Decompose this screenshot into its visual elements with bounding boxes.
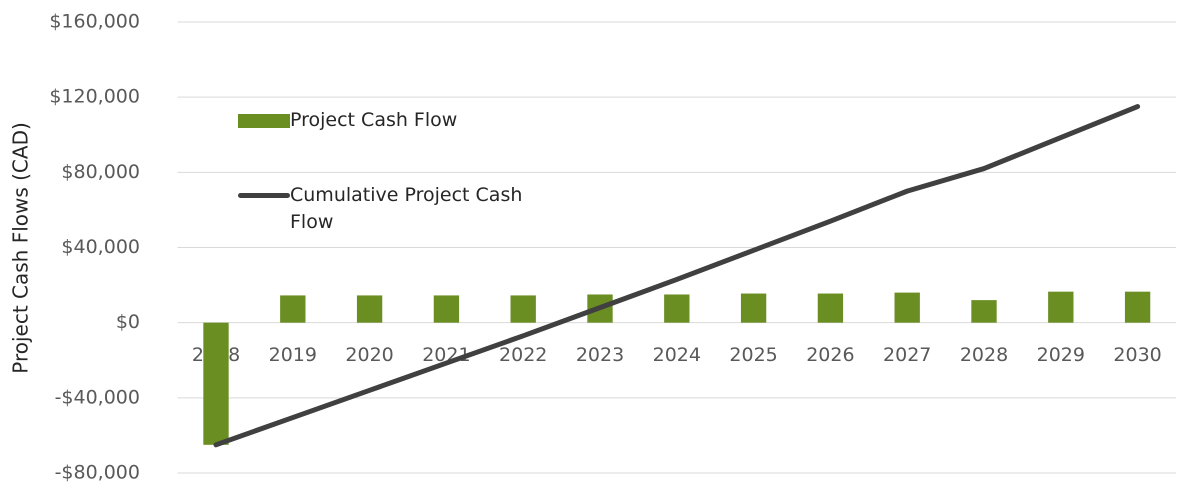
legend-label: Cumulative Project Cash Flow xyxy=(290,184,523,233)
legend-item: Cumulative Project Cash Flow xyxy=(238,182,540,236)
x-tick-label: 2029 xyxy=(1037,344,1085,366)
y-tick-label: -$80,000 xyxy=(55,462,140,484)
bar xyxy=(971,300,997,323)
legend-item: Project Cash Flow xyxy=(238,107,540,134)
bar xyxy=(817,293,844,323)
bar xyxy=(280,295,306,323)
x-tick-label: 2023 xyxy=(576,344,624,366)
bar xyxy=(510,295,536,323)
y-tick-label: $40,000 xyxy=(61,236,140,258)
x-tick-label: 2025 xyxy=(729,344,777,366)
x-tick-label: 2019 xyxy=(269,344,317,366)
x-tick-label: 2024 xyxy=(653,344,701,366)
x-tick-label: 2022 xyxy=(499,344,547,366)
bar xyxy=(740,293,767,323)
legend-swatch xyxy=(238,193,290,198)
bar xyxy=(356,295,383,323)
bar xyxy=(1048,291,1074,323)
bar xyxy=(894,292,920,323)
bar xyxy=(203,322,229,445)
bar xyxy=(1124,291,1151,323)
legend-label: Project Cash Flow xyxy=(290,109,458,131)
y-tick-label: $160,000 xyxy=(49,11,140,33)
x-tick-label: 2030 xyxy=(1113,344,1161,366)
line xyxy=(213,104,1141,448)
y-tick-label: $120,000 xyxy=(49,86,140,108)
x-tick-label: 2026 xyxy=(806,344,854,366)
x-tick-label: 2027 xyxy=(883,344,931,366)
legend-swatch xyxy=(238,114,290,128)
bar xyxy=(664,294,690,323)
y-tick-label: $0 xyxy=(116,311,140,333)
bar xyxy=(433,295,460,323)
x-tick-label: 2020 xyxy=(345,344,393,366)
x-tick-label: 2028 xyxy=(960,344,1008,366)
y-tick-label: $80,000 xyxy=(61,161,140,183)
y-axis-title: Project Cash Flows (CAD) xyxy=(9,122,33,374)
y-tick-label: -$40,000 xyxy=(55,386,140,408)
